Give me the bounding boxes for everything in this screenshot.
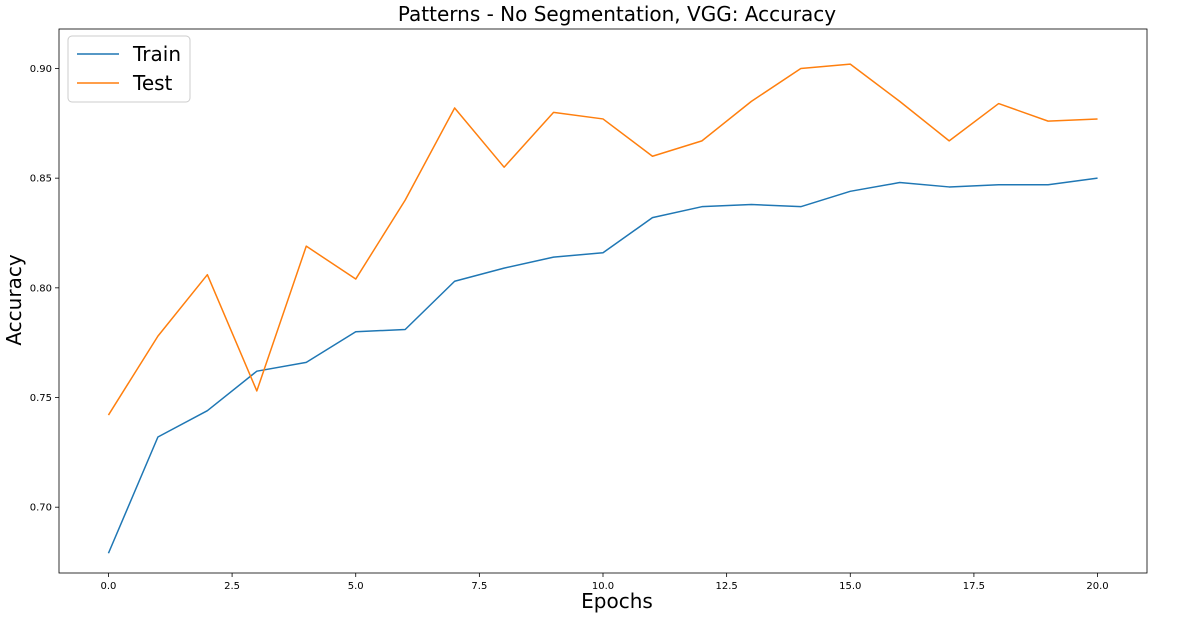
y-tick-label: 0.90 xyxy=(30,64,52,75)
y-axis: 0.70 0.75 0.80 0.85 0.90 xyxy=(30,64,59,514)
x-tick-label: 10.0 xyxy=(592,581,614,592)
legend-label-train: Train xyxy=(132,42,181,66)
y-axis-label: Accuracy xyxy=(2,254,26,345)
plot-frame xyxy=(58,28,1148,574)
series-line-test xyxy=(107,63,1098,416)
x-tick-label: 2.5 xyxy=(224,581,240,592)
legend-label-test: Test xyxy=(132,71,173,95)
x-tick-label: 12.5 xyxy=(716,581,738,592)
legend-box xyxy=(67,35,191,103)
y-tick-label: 0.85 xyxy=(30,174,52,185)
y-tick-label: 0.70 xyxy=(30,503,52,514)
legend: Train Test xyxy=(67,35,191,103)
x-axis: 0.0 2.5 5.0 7.5 10.0 12.5 15.0 17.5 20.0 xyxy=(101,573,1109,592)
x-tick-label: 15.0 xyxy=(839,581,861,592)
x-tick-label: 7.5 xyxy=(471,581,487,592)
y-tick-label: 0.80 xyxy=(30,283,52,294)
x-tick-label: 5.0 xyxy=(348,581,364,592)
y-tick-label: 0.75 xyxy=(30,393,52,404)
x-tick-label: 20.0 xyxy=(1086,581,1108,592)
x-axis-label: Epochs xyxy=(581,589,653,613)
series-line-train xyxy=(107,177,1098,554)
x-tick-label: 0.0 xyxy=(101,581,117,592)
chart-title: Patterns - No Segmentation, VGG: Accurac… xyxy=(398,2,836,26)
x-tick-label: 17.5 xyxy=(963,581,985,592)
plot-area xyxy=(58,28,1148,574)
